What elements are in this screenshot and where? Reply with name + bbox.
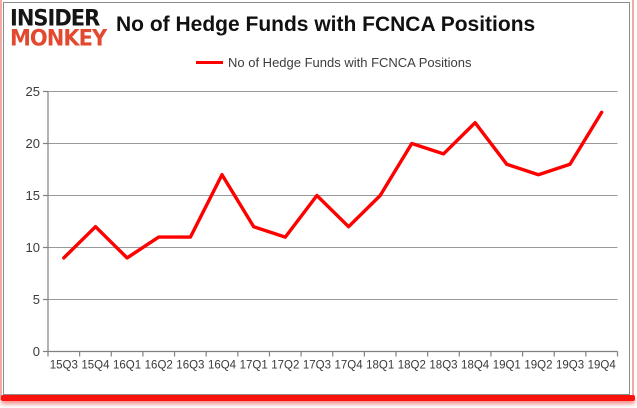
x-tick-label-19Q4: 19Q4 (588, 360, 617, 372)
x-tick-label-16Q3: 16Q3 (176, 360, 204, 372)
x-tick-label-19Q1: 19Q1 (493, 360, 521, 372)
x-tick-label-18Q3: 18Q3 (429, 360, 457, 372)
legend-label: No of Hedge Funds with FCNCA Positions (228, 55, 472, 70)
x-tick-label-19Q2: 19Q2 (524, 360, 552, 372)
insider-monkey-logo: INSIDER MONKEY (10, 5, 107, 51)
legend-line-swatch (196, 61, 223, 64)
x-tick-label-17Q3: 17Q3 (303, 360, 331, 372)
logo-line-insider: INSIDER (10, 5, 100, 31)
y-tick-label-15: 15 (26, 188, 40, 203)
x-tick-label-18Q2: 18Q2 (398, 360, 426, 372)
x-tick-label-16Q2: 16Q2 (145, 360, 173, 372)
x-tick-label-17Q1: 17Q1 (240, 360, 268, 372)
x-tick-label-17Q2: 17Q2 (271, 360, 299, 372)
y-tick-label-10: 10 (26, 240, 40, 255)
legend: No of Hedge Funds with FCNCA Positions (196, 55, 472, 70)
x-tick-label-15Q4: 15Q4 (81, 360, 110, 372)
left-accent-line (0, 0, 2, 400)
y-tick-label-0: 0 (33, 344, 40, 359)
bottom-red-bar (1, 395, 635, 401)
x-tick-label-16Q1: 16Q1 (113, 360, 141, 372)
x-tick-label-16Q4: 16Q4 (208, 360, 237, 372)
x-tick-label-19Q3: 19Q3 (556, 360, 584, 372)
y-tick-label-25: 25 (26, 84, 40, 99)
x-tick-label-17Q4: 17Q4 (334, 360, 363, 372)
logo-line-monkey: MONKEY (10, 25, 107, 51)
right-accent-line (632, 0, 634, 400)
y-tick-label-20: 20 (26, 136, 40, 151)
x-tick-label-15Q3: 15Q3 (50, 360, 78, 372)
chart-title: No of Hedge Funds with FCNCA Positions (116, 13, 536, 36)
x-tick-label-18Q1: 18Q1 (366, 360, 394, 372)
x-tick-label-18Q4: 18Q4 (461, 360, 490, 372)
series-line (62, 110, 604, 260)
y-tick-label-5: 5 (33, 292, 40, 307)
